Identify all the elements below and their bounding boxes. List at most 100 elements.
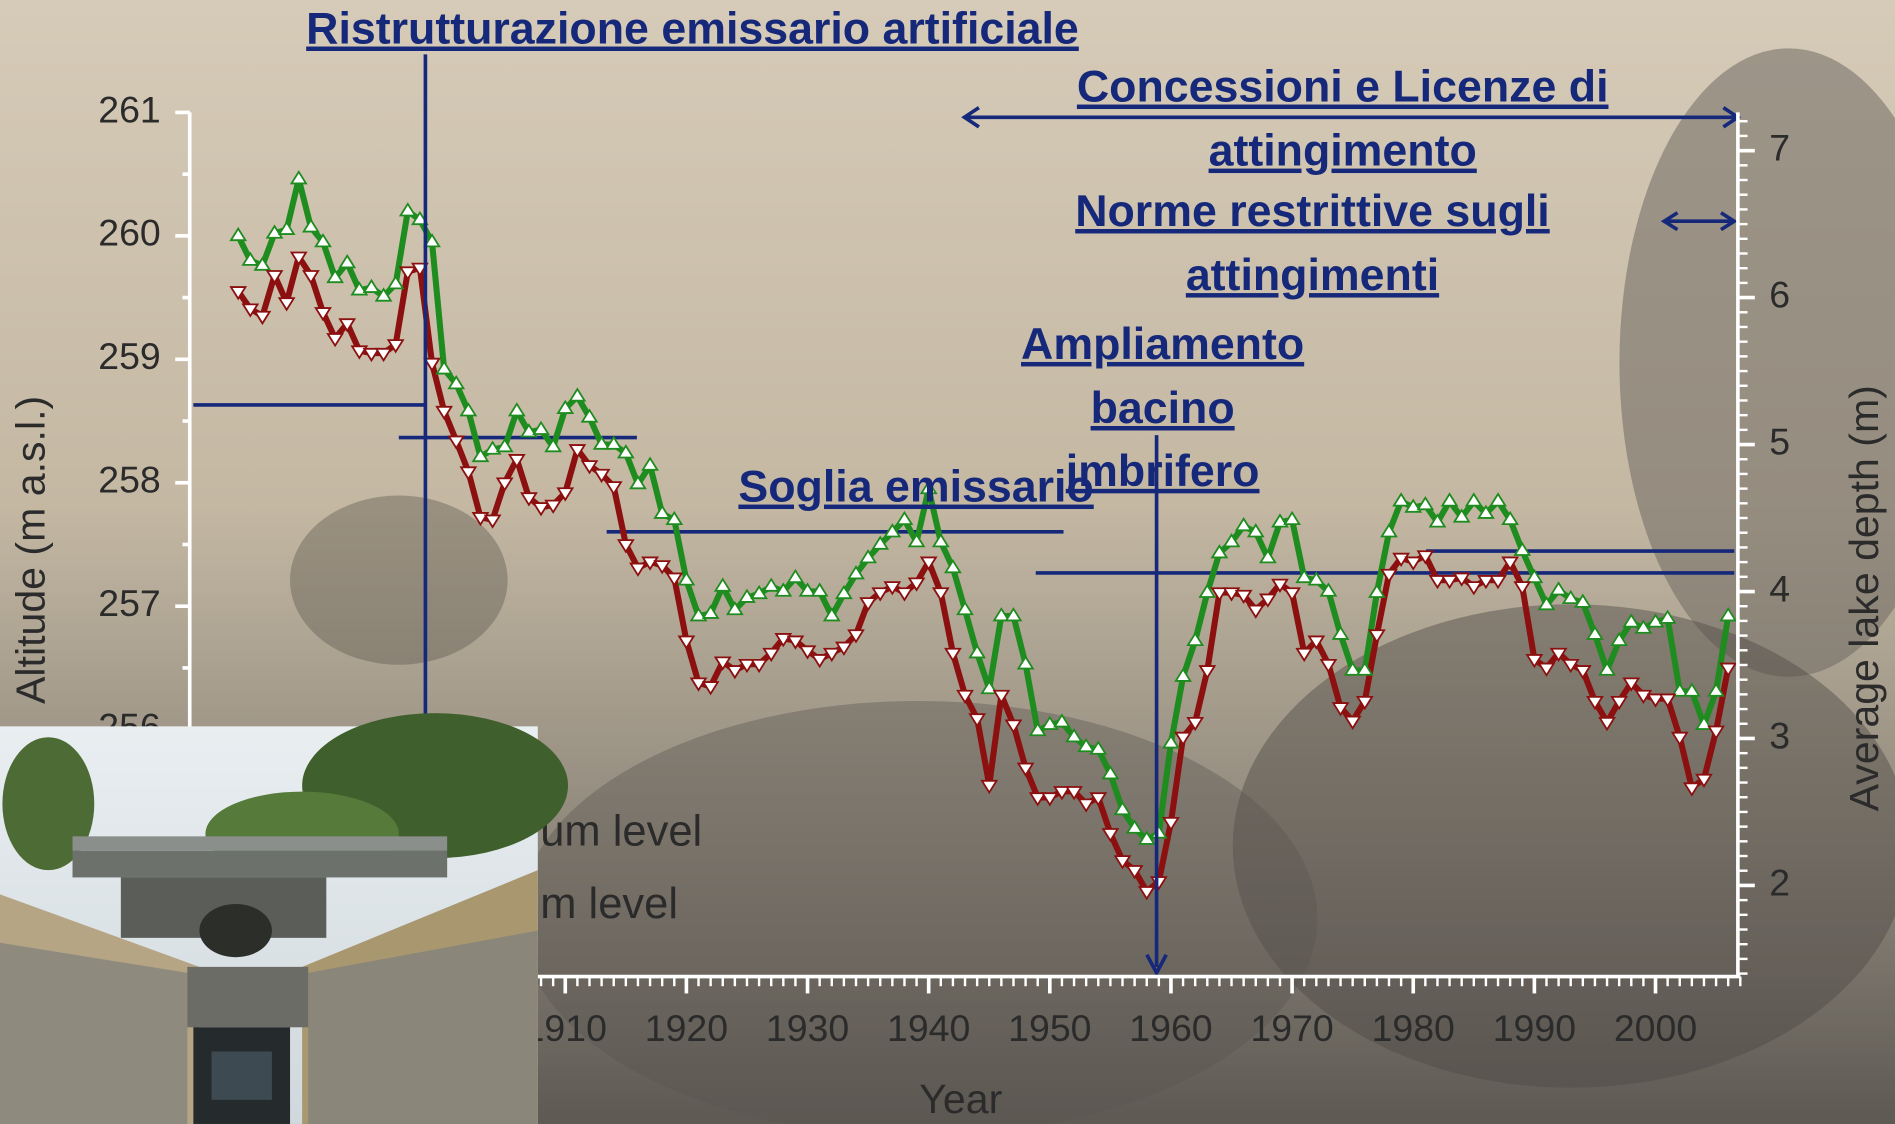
data-point (798, 645, 817, 660)
data-point (1561, 589, 1580, 605)
data-point (350, 345, 369, 360)
x-axis-label: Year (919, 1076, 1002, 1122)
data-point (629, 475, 647, 490)
legend-label: m level (540, 880, 678, 928)
data-point (992, 607, 1011, 622)
x-tick-label: 1970 (1250, 1007, 1333, 1049)
data-point (1573, 665, 1592, 680)
x-tick-label: 1950 (1008, 1007, 1091, 1049)
data-point (1501, 556, 1520, 571)
data-point (338, 318, 357, 333)
y2-tick-label: 6 (1769, 273, 1790, 315)
annotations: Ristrutturazione emissario artificiale C… (306, 5, 1608, 512)
data-point (847, 629, 865, 644)
data-point (1404, 556, 1423, 571)
data-point (822, 607, 841, 622)
data-point (1682, 682, 1701, 697)
legend-label: um level (540, 807, 702, 855)
data-point (592, 468, 611, 484)
data-point (289, 170, 308, 185)
x-tick-label: 1920 (645, 1007, 728, 1049)
data-point (1040, 715, 1059, 730)
data-point (495, 477, 514, 492)
data-point (1489, 575, 1507, 590)
data-point (1392, 492, 1411, 507)
data-point (1428, 513, 1447, 528)
y2-tick-label: 5 (1769, 420, 1790, 462)
annotation: Concessioni e Licenze di (1077, 63, 1609, 112)
data-point (1380, 568, 1398, 584)
data-point (871, 587, 890, 602)
data-point (725, 600, 744, 616)
data-point (653, 560, 672, 575)
data-point (459, 466, 478, 481)
data-point (289, 251, 308, 266)
data-point (1513, 581, 1532, 596)
data-point (1489, 492, 1507, 507)
data-point (1113, 800, 1132, 816)
data-point (1283, 587, 1301, 602)
y-tick-label: 261 (98, 88, 161, 130)
y2-tick-label: 7 (1769, 127, 1790, 169)
data-point (834, 641, 853, 656)
data-point (931, 587, 950, 602)
data-point (677, 571, 696, 586)
data-point (1258, 593, 1277, 608)
data-point (919, 556, 938, 571)
data-point (738, 658, 756, 674)
data-point (786, 635, 805, 650)
data-point (277, 297, 296, 312)
data-point (1307, 571, 1326, 586)
data-point (435, 360, 454, 375)
data-point (326, 333, 344, 348)
data-point (1622, 677, 1641, 692)
data-point (1198, 665, 1217, 680)
data-point (1610, 695, 1629, 711)
data-point (374, 287, 393, 302)
data-point (1428, 575, 1447, 590)
data-point (423, 233, 441, 248)
data-point (362, 278, 381, 293)
y2-axis-label: Average lake depth (m) (1841, 385, 1887, 811)
data-point (1549, 581, 1568, 596)
data-point (386, 275, 405, 290)
data-point (532, 502, 550, 517)
data-point (568, 387, 587, 402)
data-point (471, 512, 490, 527)
data-point (1525, 568, 1544, 584)
data-point (1452, 572, 1471, 587)
annotation-arrows (423, 54, 1742, 977)
data-point (1246, 604, 1265, 619)
data-point (398, 202, 417, 217)
data-point (411, 210, 429, 226)
annotation: attingimenti (1186, 251, 1439, 300)
data-point (701, 681, 720, 696)
data-point (1646, 693, 1665, 708)
data-point (604, 435, 623, 450)
y-tick-label: 259 (98, 335, 161, 377)
annotation: Norme restrittive sugli (1075, 187, 1550, 236)
data-point (398, 266, 417, 281)
data-point (374, 347, 393, 363)
data-point (532, 420, 550, 435)
data-point (1464, 581, 1483, 596)
data-point (1040, 792, 1059, 807)
y2-tick-label: 3 (1769, 714, 1790, 756)
plot (193, 170, 1738, 901)
data-point (919, 479, 938, 495)
data-point (1246, 523, 1265, 538)
data-point (1610, 631, 1629, 647)
data-point (701, 604, 720, 619)
data-point (1174, 667, 1192, 682)
data-point (1125, 865, 1144, 880)
data-point (847, 565, 865, 580)
data-point (1016, 762, 1035, 777)
data-point (629, 562, 647, 577)
data-point (834, 584, 853, 600)
data-point (362, 347, 381, 363)
data-point (1707, 682, 1725, 697)
data-point (1695, 773, 1713, 788)
data-point (871, 535, 890, 550)
data-point (1210, 544, 1229, 559)
data-point (1464, 492, 1483, 507)
